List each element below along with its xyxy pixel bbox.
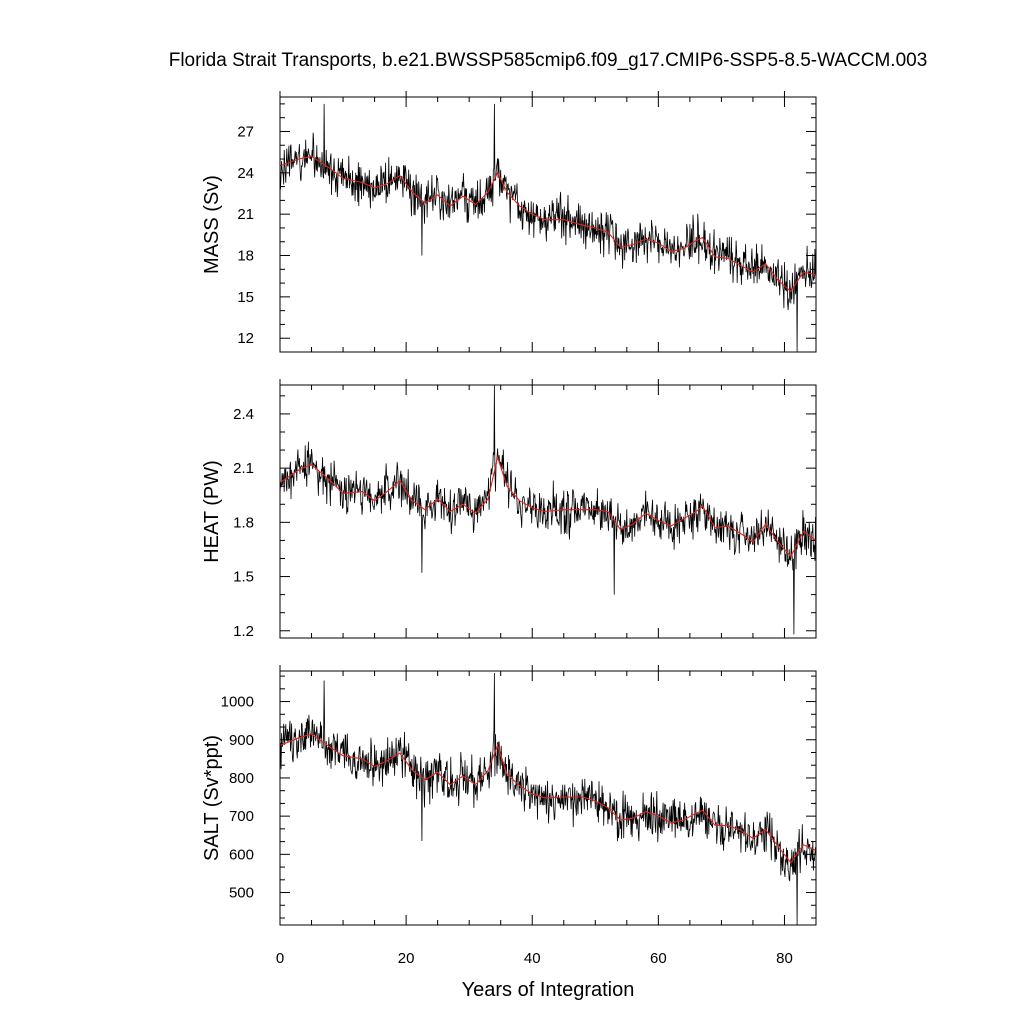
y-tick-label-heat: 1.2 [233, 623, 254, 640]
y-tick-label-heat: 2.4 [233, 406, 254, 423]
y-tick-label-mass: 21 [237, 206, 254, 223]
y-tick-label-heat: 1.8 [233, 514, 254, 531]
series-smooth-salt [280, 733, 816, 864]
series-raw-mass [280, 103, 816, 352]
panel-salt: 500 600 700 800 900 1000 SALT (Sv*ppt) 0 20 40 60 8… [201, 665, 817, 967]
series-raw-salt [280, 672, 816, 925]
x-tick-label: 20 [398, 950, 415, 967]
y-axis-label-salt: SALT (Sv*ppt) [201, 735, 223, 861]
series-smooth-mass [280, 155, 816, 293]
plot-frame-heat [279, 384, 817, 639]
y-tick-label-mass: 24 [237, 165, 254, 182]
y-tick-label-heat: 1.5 [233, 569, 254, 586]
y-tick-label-salt: 500 [229, 885, 254, 902]
y-tick-label-salt: 700 [229, 808, 254, 825]
x-tick-label: 80 [776, 950, 793, 967]
y-tick-label-salt: 800 [229, 770, 254, 787]
y-tick-label-salt: 900 [229, 732, 254, 749]
series-raw-heat [280, 385, 816, 635]
x-axis-label: Years of Integration [462, 979, 635, 1001]
y-tick-label-salt: 1000 [221, 694, 254, 711]
series-smooth-heat [280, 455, 816, 558]
y-tick-label-mass: 12 [237, 330, 254, 347]
y-tick-label-salt: 600 [229, 846, 254, 863]
y-axis-label-heat: HEAT (PW) [201, 460, 223, 563]
plot-frame-mass [279, 96, 817, 353]
figure-title: Florida Strait Transports, b.e21.BWSSP58… [169, 50, 928, 71]
panel-mass: 12 15 18 21 24 27 MASS (Sv) [201, 91, 817, 353]
panel-heat: 1.2 1.5 1.8 2.1 2.4 HEAT (PW) [201, 379, 817, 640]
y-tick-label-mass: 18 [237, 248, 254, 265]
x-tick-label: 60 [650, 950, 667, 967]
x-tick-label: 0 [276, 950, 284, 967]
y-axis-label-mass: MASS (Sv) [201, 175, 223, 274]
y-tick-label-heat: 2.1 [233, 460, 254, 477]
y-tick-label-mass: 15 [237, 289, 254, 306]
x-tick-label: 40 [524, 950, 541, 967]
plot-frame-salt [279, 670, 817, 926]
y-tick-label-mass: 27 [237, 123, 254, 140]
